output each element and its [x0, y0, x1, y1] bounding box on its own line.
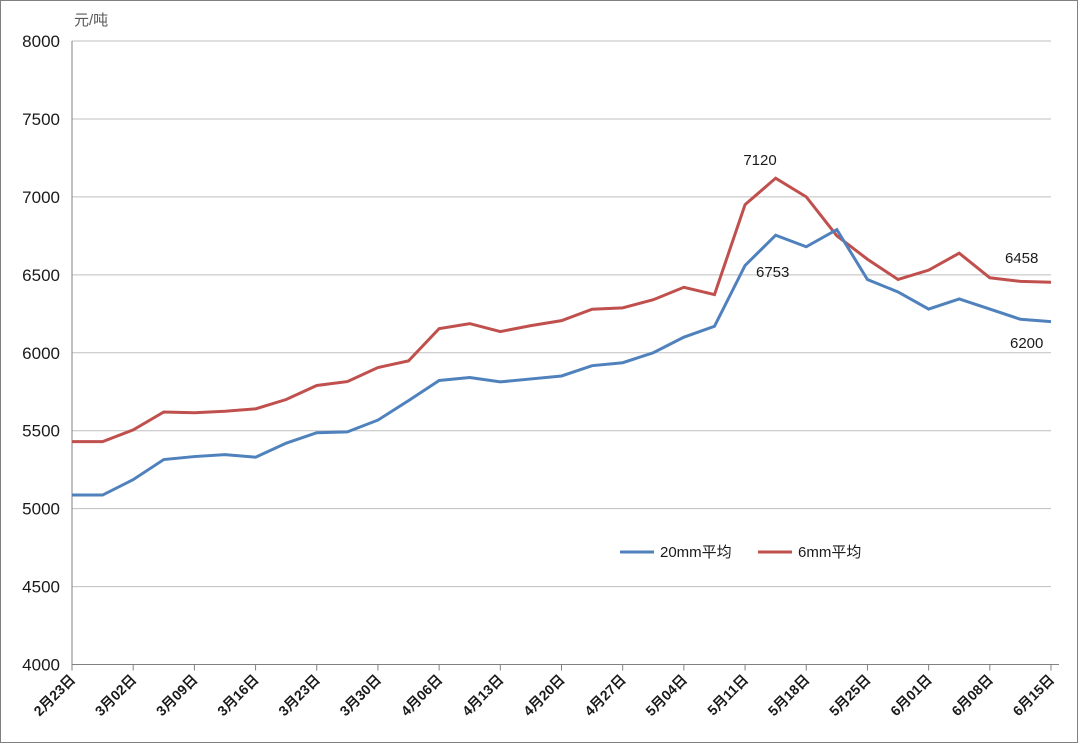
svg-text:8000: 8000	[22, 32, 60, 51]
svg-text:6000: 6000	[22, 344, 60, 363]
svg-text:5月11日: 5月11日	[704, 671, 751, 718]
svg-text:5500: 5500	[22, 422, 60, 441]
svg-text:20mm平均: 20mm平均	[660, 544, 732, 561]
svg-text:4500: 4500	[22, 578, 60, 597]
svg-text:元/吨: 元/吨	[74, 12, 108, 29]
svg-text:2月23日: 2月23日	[30, 671, 78, 719]
svg-text:3月30日: 3月30日	[336, 671, 384, 719]
svg-text:4月06日: 4月06日	[398, 671, 446, 719]
svg-text:5月04日: 5月04日	[642, 671, 690, 719]
svg-text:3月02日: 3月02日	[92, 671, 140, 719]
svg-text:4月13日: 4月13日	[459, 671, 507, 719]
svg-text:6月08日: 6月08日	[948, 671, 996, 719]
svg-text:3月09日: 3月09日	[153, 671, 201, 719]
svg-text:6458: 6458	[1005, 250, 1038, 267]
svg-text:6月01日: 6月01日	[887, 671, 935, 719]
svg-text:4月20日: 4月20日	[520, 671, 568, 719]
svg-text:4月27日: 4月27日	[581, 671, 629, 719]
svg-text:3月16日: 3月16日	[214, 671, 262, 719]
svg-text:5月18日: 5月18日	[765, 671, 813, 719]
svg-text:3月23日: 3月23日	[275, 671, 323, 719]
svg-text:5月25日: 5月25日	[826, 671, 874, 719]
svg-text:6mm平均: 6mm平均	[798, 544, 861, 561]
svg-text:6200: 6200	[1010, 335, 1043, 352]
svg-text:7000: 7000	[22, 188, 60, 207]
svg-text:4000: 4000	[22, 656, 60, 675]
svg-text:6753: 6753	[756, 264, 789, 281]
svg-text:7500: 7500	[22, 110, 60, 129]
svg-text:5000: 5000	[22, 500, 60, 519]
svg-text:6月15日: 6月15日	[1009, 671, 1057, 719]
svg-text:7120: 7120	[743, 152, 776, 169]
svg-text:6500: 6500	[22, 266, 60, 285]
